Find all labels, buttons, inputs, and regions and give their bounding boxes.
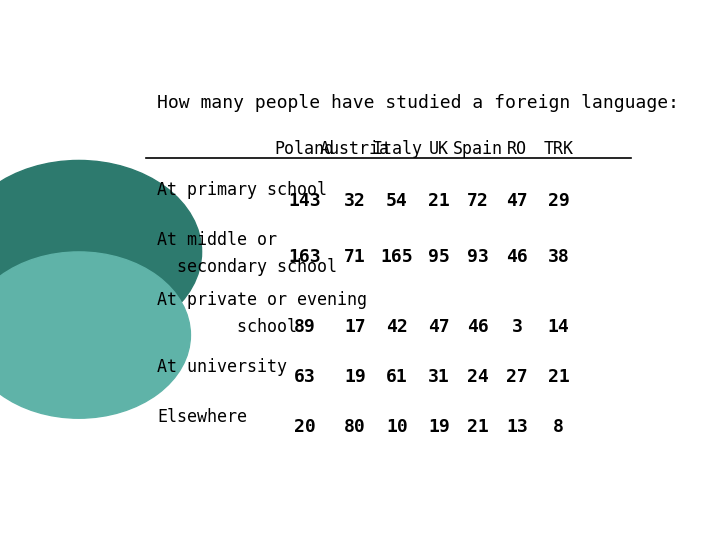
Text: 27: 27 [506,368,528,386]
Text: 21: 21 [428,192,449,210]
Text: 20: 20 [294,418,315,436]
Text: RO: RO [507,140,527,158]
Text: school: school [157,319,297,336]
Text: TRK: TRK [544,140,574,158]
Text: 21: 21 [548,368,570,386]
Circle shape [0,160,202,343]
Text: 38: 38 [548,248,570,266]
Text: 13: 13 [506,418,528,436]
Text: 95: 95 [428,248,449,266]
Text: 47: 47 [506,192,528,210]
Text: 47: 47 [428,319,449,336]
Text: 29: 29 [548,192,570,210]
Text: At university: At university [157,358,287,376]
Text: 63: 63 [294,368,315,386]
Text: 21: 21 [467,418,489,436]
Text: 24: 24 [467,368,489,386]
Text: 89: 89 [294,319,315,336]
Text: 46: 46 [467,319,489,336]
Text: 10: 10 [386,418,408,436]
Text: 32: 32 [344,192,366,210]
Text: 19: 19 [428,418,449,436]
Text: 143: 143 [289,192,321,210]
Text: 163: 163 [289,248,321,266]
Text: Elsewhere: Elsewhere [157,408,247,426]
Text: 71: 71 [344,248,366,266]
Text: At primary school: At primary school [157,181,327,199]
Text: 54: 54 [386,192,408,210]
Text: secondary school: secondary school [157,258,337,276]
Text: 165: 165 [381,248,413,266]
Text: 80: 80 [344,418,366,436]
Text: 31: 31 [428,368,449,386]
Text: 8: 8 [553,418,564,436]
Text: 14: 14 [548,319,570,336]
Text: 19: 19 [344,368,366,386]
Text: Austria: Austria [320,140,390,158]
Text: Poland: Poland [275,140,335,158]
Text: At middle or: At middle or [157,231,277,249]
Text: 3: 3 [511,319,522,336]
Text: How many people have studied a foreign language:: How many people have studied a foreign l… [157,94,679,112]
Text: Italy: Italy [372,140,422,158]
Text: 61: 61 [386,368,408,386]
Text: 46: 46 [506,248,528,266]
Circle shape [0,252,190,418]
Text: 72: 72 [467,192,489,210]
Text: 42: 42 [386,319,408,336]
Text: 93: 93 [467,248,489,266]
Text: 17: 17 [344,319,366,336]
Text: UK: UK [428,140,449,158]
Text: At private or evening: At private or evening [157,292,367,309]
Text: Spain: Spain [453,140,503,158]
